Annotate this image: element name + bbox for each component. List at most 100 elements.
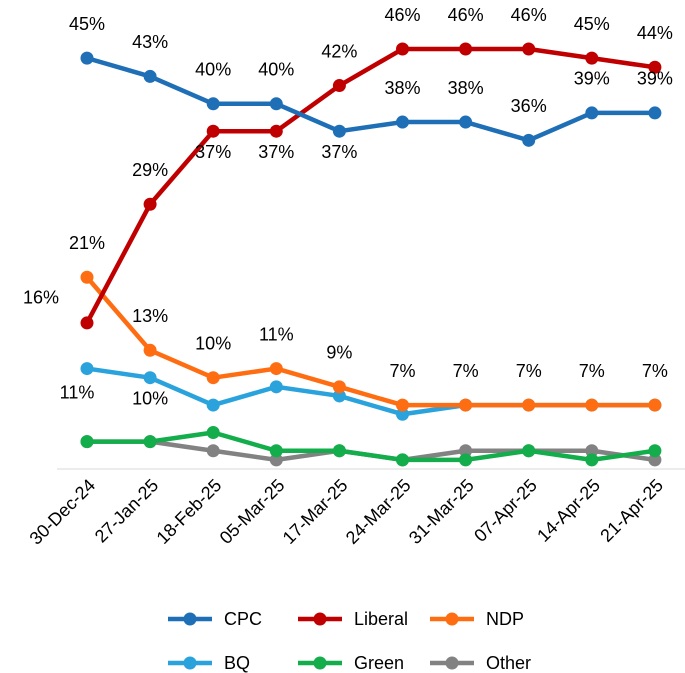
- data-point: [396, 407, 409, 421]
- data-label: 45%: [574, 14, 610, 34]
- data-label: 42%: [321, 41, 357, 61]
- x-tick-label: 31-Mar-25: [405, 475, 478, 548]
- data-point: [269, 97, 283, 111]
- legend-label: NDP: [486, 609, 524, 629]
- series-line: [86, 55, 655, 143]
- data-label: 38%: [448, 78, 484, 98]
- data-point: [585, 106, 599, 120]
- data-point: [648, 444, 662, 458]
- legend-label: Liberal: [354, 609, 408, 629]
- series-line: [86, 366, 655, 417]
- data-point: [80, 362, 94, 376]
- data-point: [585, 51, 599, 65]
- data-point: [206, 371, 220, 385]
- data-point: [648, 60, 662, 74]
- x-tick-label: 17-Mar-25: [279, 475, 352, 548]
- legend-label: BQ: [224, 653, 250, 673]
- data-point: [143, 343, 157, 357]
- data-label: 7%: [389, 361, 415, 381]
- legend-marker: [313, 656, 327, 670]
- data-label: 37%: [321, 142, 357, 162]
- x-tick-label: 14-Apr-25: [533, 475, 604, 546]
- data-label: 10%: [132, 388, 168, 408]
- legend-marker: [183, 612, 197, 626]
- data-label: 38%: [384, 78, 420, 98]
- data-point: [269, 444, 283, 458]
- data-label: 7%: [642, 361, 668, 381]
- data-label: 46%: [511, 5, 547, 25]
- legend-marker: [445, 656, 459, 670]
- data-point: [206, 97, 220, 111]
- x-tick-label: 05-Mar-25: [216, 475, 289, 548]
- data-point: [585, 398, 599, 412]
- data-point: [396, 115, 409, 129]
- data-label: 29%: [132, 160, 168, 180]
- data-point: [206, 444, 220, 458]
- data-label: 46%: [384, 5, 420, 25]
- series-line: [85, 46, 656, 324]
- data-label: 37%: [258, 142, 294, 162]
- data-point: [80, 316, 94, 330]
- legend-label: Green: [354, 653, 404, 673]
- data-point: [585, 444, 599, 458]
- data-point: [332, 79, 346, 93]
- legend-marker: [445, 612, 459, 626]
- series-line: [87, 430, 656, 463]
- data-point: [459, 115, 473, 129]
- data-label: 11%: [60, 382, 95, 402]
- data-label: 11%: [259, 324, 294, 344]
- data-label: 40%: [195, 60, 231, 80]
- data-point: [648, 453, 662, 467]
- x-tick-label: 24-Mar-25: [342, 475, 415, 548]
- x-tick-label: 18-Feb-25: [153, 475, 226, 548]
- data-label: 40%: [258, 60, 294, 80]
- data-label: 7%: [453, 361, 479, 381]
- data-label: 7%: [579, 361, 605, 381]
- data-point: [143, 371, 157, 385]
- data-point: [206, 425, 220, 439]
- x-tick-label: 07-Apr-25: [470, 475, 541, 546]
- data-point: [80, 51, 94, 65]
- series-line: [85, 275, 655, 408]
- data-point: [522, 398, 536, 412]
- data-point: [585, 453, 599, 467]
- data-label: 10%: [195, 333, 231, 353]
- data-point: [332, 380, 346, 394]
- data-point: [269, 362, 283, 376]
- data-point: [522, 42, 536, 56]
- data-point: [332, 124, 346, 138]
- data-label: 36%: [511, 96, 547, 116]
- data-point: [206, 124, 220, 138]
- legend-marker: [183, 656, 197, 670]
- data-point: [459, 453, 473, 467]
- data-point: [332, 389, 346, 403]
- data-point: [648, 106, 662, 120]
- legend-label: CPC: [224, 609, 262, 629]
- x-tick-label: 27-Jan-25: [91, 475, 162, 546]
- data-point: [332, 444, 346, 458]
- data-point: [143, 197, 157, 211]
- data-label: 7%: [516, 361, 542, 381]
- data-label: 21%: [69, 233, 105, 253]
- data-point: [648, 398, 662, 412]
- data-label: 39%: [637, 69, 673, 89]
- data-point: [396, 42, 409, 56]
- data-point: [459, 398, 473, 412]
- data-point: [80, 270, 94, 284]
- data-point: [522, 444, 536, 458]
- data-label: 45%: [69, 14, 105, 34]
- data-point: [206, 398, 220, 412]
- data-point: [459, 444, 473, 458]
- x-tick-label: 30-Dec-24: [26, 475, 100, 549]
- data-label: 46%: [448, 5, 484, 25]
- legend-marker: [313, 612, 327, 626]
- data-point: [396, 453, 409, 467]
- data-label: 16%: [23, 288, 59, 308]
- data-label: 39%: [574, 69, 610, 89]
- data-point: [459, 42, 473, 56]
- data-label: 37%: [195, 142, 231, 162]
- x-tick-label: 21-Apr-25: [596, 475, 667, 546]
- data-point: [269, 124, 283, 138]
- data-label: 9%: [326, 343, 352, 363]
